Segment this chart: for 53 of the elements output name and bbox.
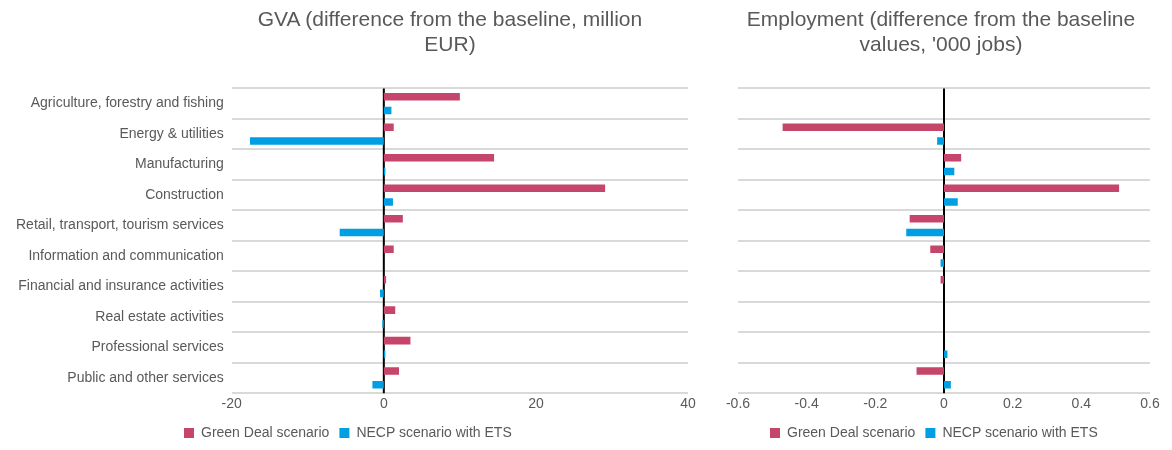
chart-title: GVA (difference from the baseline, million EUR) [256, 6, 644, 57]
bar [944, 381, 951, 389]
y-tick-label: Real estate activities [95, 307, 224, 324]
x-tick-label: 20 [528, 395, 544, 412]
bar [383, 336, 411, 345]
bar [380, 289, 384, 298]
y-tick-label: Financial and insurance activities [18, 277, 224, 294]
x-tick-label: 0.2 [1002, 395, 1023, 412]
bar [383, 198, 393, 206]
bar [906, 228, 944, 237]
bar [383, 123, 394, 132]
bar [909, 214, 944, 223]
x-tick-label: -0.2 [863, 395, 888, 412]
x-tick-label: 0 [940, 395, 949, 412]
bar [916, 367, 944, 375]
y-tick-label: Agriculture, forestry and fishing [30, 94, 224, 111]
bar [944, 198, 958, 206]
x-tick-label: 0.6 [1140, 395, 1160, 412]
bar [782, 123, 944, 132]
x-tick-label: 0 [379, 395, 388, 412]
y-tick-label: Public and other services [67, 368, 224, 385]
bar [383, 245, 394, 253]
bar [383, 153, 495, 162]
bar [383, 214, 403, 223]
y-tick-label: Professional services [91, 338, 224, 355]
x-tick-label: -0.4 [794, 395, 819, 412]
bar [940, 259, 944, 267]
legend-label: NECP scenario with ETS [356, 423, 512, 440]
bar [930, 245, 944, 253]
bar [937, 137, 944, 145]
y-tick-label: Manufacturing [135, 155, 224, 172]
y-tick-label: Retail, transport, tourism services [16, 216, 224, 233]
bar [249, 137, 384, 145]
bar [383, 93, 460, 101]
y-tick-label: Energy & utilities [119, 124, 224, 141]
legend-label: Green Deal scenario [201, 423, 330, 440]
bar [383, 367, 400, 375]
bar [383, 306, 396, 314]
bar [944, 153, 962, 162]
y-tick-label: Construction [145, 185, 224, 202]
legend-label: Green Deal scenario [787, 423, 916, 440]
bar [372, 381, 384, 389]
bar [944, 167, 955, 176]
bar [339, 228, 384, 237]
x-tick-label: -20 [221, 395, 243, 412]
legend-label: NECP scenario with ETS [942, 423, 1098, 440]
bar [944, 184, 1120, 192]
y-tick-label: Information and communication [28, 246, 224, 263]
x-tick-label: 40 [680, 395, 696, 412]
bar [383, 184, 606, 192]
chart-title: Employment (difference from the baseline values, '000 jobs) [745, 6, 1137, 57]
x-tick-label: 0.4 [1071, 395, 1092, 412]
x-tick-label: -0.6 [725, 395, 751, 412]
